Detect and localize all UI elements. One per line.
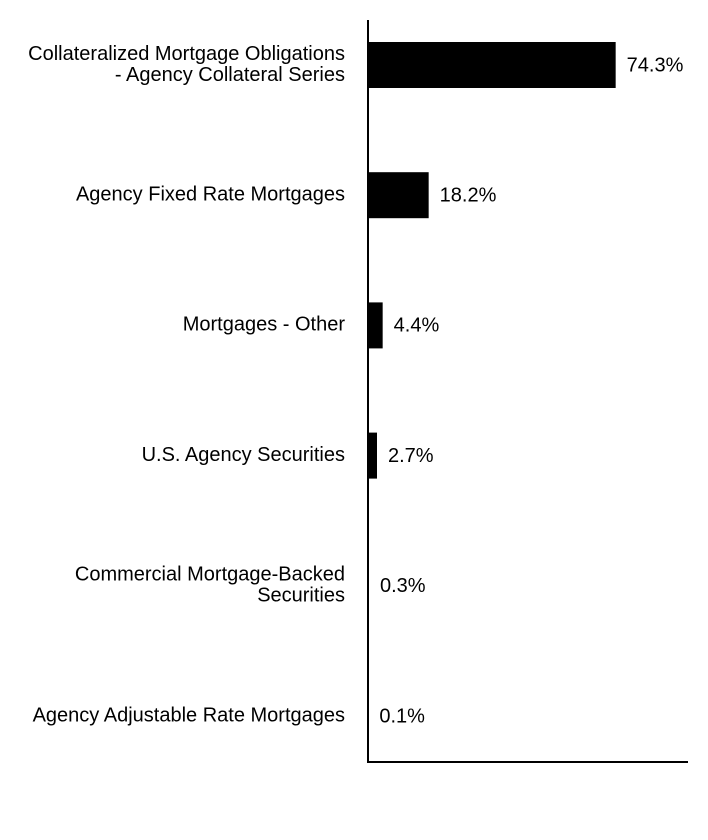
category-label-line: Securities (257, 585, 345, 607)
bar-group (368, 42, 616, 739)
category-label-line: Agency Adjustable Rate Mortgages (33, 704, 345, 726)
category-label: Collateralized Mortgage Obligations - Age… (28, 43, 345, 86)
bar (368, 302, 383, 349)
bar (368, 42, 616, 88)
bar (368, 432, 377, 479)
value-label: 2.7% (388, 445, 434, 467)
category-label: Agency Fixed Rate Mortgages (76, 183, 345, 205)
category-label-line: Mortgages - Other (183, 314, 346, 336)
category-label: U.S. Agency Securities (142, 444, 345, 466)
category-label-group: Collateralized Mortgage Obligations - Age… (28, 43, 345, 727)
category-label: Commercial Mortgage-Backed Securities (75, 564, 345, 607)
value-label: 74.3% (627, 54, 684, 76)
value-label: 0.3% (380, 575, 426, 597)
category-label-line: Agency Fixed Rate Mortgages (76, 183, 345, 205)
category-label-line: U.S. Agency Securities (142, 444, 345, 466)
value-label: 18.2% (440, 184, 497, 206)
category-label: Mortgages - Other (183, 314, 346, 336)
category-label-line: Collateralized Mortgage Obligations (28, 43, 345, 65)
bar (368, 172, 429, 219)
category-label-line: Commercial Mortgage-Backed (75, 564, 345, 586)
value-label: 4.4% (394, 315, 440, 337)
category-label: Agency Adjustable Rate Mortgages (33, 704, 345, 726)
category-label-line: - Agency Collateral Series (115, 64, 345, 86)
value-label-group: 74.3% 18.2% 4.4% 2.7% 0.3% 0.1% (379, 54, 683, 727)
value-label: 0.1% (379, 705, 425, 727)
